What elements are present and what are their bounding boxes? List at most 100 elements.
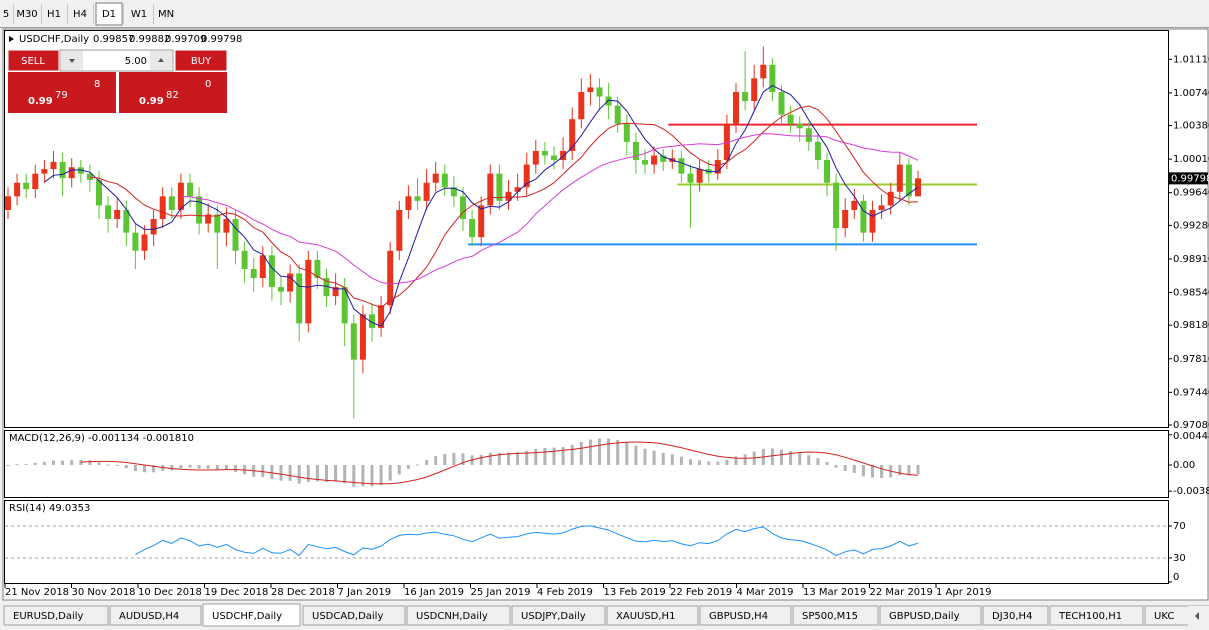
symbol-tab[interactable] — [511, 605, 606, 626]
candle-body — [760, 64, 767, 79]
timeframe-tab-label[interactable]: 5 — [3, 9, 9, 20]
date-label: 25 Jan 2019 — [471, 587, 531, 598]
symbol-tab[interactable] — [879, 605, 982, 626]
macd-bar — [452, 452, 456, 466]
candle-body — [5, 196, 11, 210]
macd-bar — [634, 445, 638, 466]
candle-body — [432, 173, 439, 183]
symbol-tab-label[interactable]: GBPUSD,Daily — [889, 611, 960, 622]
candle-body — [896, 164, 903, 192]
symbol-tab[interactable] — [302, 605, 406, 626]
buy-button-label[interactable]: BUY — [191, 56, 212, 67]
symbol-tab-label[interactable]: AUDUSD,H4 — [119, 611, 179, 622]
candle-body — [551, 155, 557, 161]
timeframe-tab[interactable] — [68, 3, 92, 25]
rsi-tick-label: 30 — [1173, 553, 1186, 564]
timeframe-tab-label[interactable]: MN — [158, 9, 174, 20]
lots-down-arrow — [69, 59, 75, 63]
macd-bar — [379, 465, 383, 486]
symbol-tab-label[interactable]: TECH100,H1 — [1058, 611, 1122, 622]
macd-bar — [370, 465, 374, 487]
timeframe-tab[interactable] — [154, 3, 178, 25]
candle-body — [569, 119, 576, 151]
symbol-tab[interactable] — [3, 605, 109, 626]
symbol-tab-label[interactable]: USDJPY,Daily — [521, 611, 586, 622]
price-box[interactable] — [119, 72, 227, 113]
lots-input[interactable] — [59, 49, 174, 72]
macd-bar — [434, 456, 438, 466]
timeframe-tab-label[interactable]: W1 — [131, 9, 147, 20]
symbol-tab-label[interactable]: USDCHF,Daily — [212, 611, 282, 622]
macd-bar — [24, 463, 28, 466]
symbol-tab[interactable] — [202, 603, 301, 627]
candle-body — [114, 209, 121, 220]
lots-value[interactable]: 5.00 — [125, 56, 147, 67]
candle-body — [232, 219, 239, 251]
sell-button-label[interactable]: SELL — [21, 56, 45, 67]
price-box[interactable] — [8, 72, 116, 113]
symbol-tab[interactable] — [606, 605, 699, 626]
macd-bar — [425, 460, 429, 466]
symbol-tab-label[interactable]: SP500,M15 — [802, 611, 858, 622]
symbol-tab[interactable] — [792, 605, 879, 626]
candle-body — [769, 64, 776, 92]
timeframe-tab[interactable] — [126, 3, 152, 25]
candle-body — [450, 187, 457, 197]
price-prefix: 0.99 — [28, 96, 53, 107]
macd-bar — [152, 465, 156, 473]
macd-bar — [352, 465, 356, 487]
symbol-tab[interactable] — [109, 605, 202, 626]
symbol-tab[interactable] — [982, 605, 1049, 626]
macd-bar — [907, 465, 911, 476]
symbol-tab[interactable] — [699, 605, 792, 626]
symbol-tab-label[interactable]: EURUSD,Daily — [13, 611, 84, 622]
macd-bar — [170, 465, 174, 471]
macd-bar — [6, 465, 10, 467]
macd-bar — [607, 438, 611, 466]
timeframe-tab-label[interactable]: M30 — [16, 9, 37, 20]
date-label: 19 Dec 2018 — [205, 587, 269, 598]
macd-bar — [206, 465, 210, 469]
candle-body — [587, 87, 594, 92]
macd-bar — [443, 453, 447, 466]
timeframe-tab[interactable] — [95, 2, 123, 26]
macd-bar — [188, 465, 192, 468]
macd-bar — [743, 454, 747, 466]
symbol-tab-label[interactable]: UKC — [1154, 611, 1174, 622]
macd-bar — [716, 461, 720, 466]
macd-bar — [179, 465, 183, 469]
timeframe-tab[interactable] — [0, 3, 12, 25]
macd-bar — [215, 465, 219, 470]
symbol-tab-label[interactable]: USDCNH,Daily — [416, 611, 488, 622]
symbol-tab-label[interactable]: DJ30,H4 — [992, 611, 1032, 622]
candle-body — [678, 158, 685, 174]
symbol-tab-label[interactable]: XAUUSD,H1 — [616, 611, 675, 622]
symbol-tab-label[interactable]: GBPUSD,H4 — [709, 611, 768, 622]
timeframe-tab[interactable] — [14, 3, 40, 25]
date-label: 22 Feb 2019 — [670, 587, 732, 598]
sell-button[interactable] — [7, 49, 60, 72]
macd-bar — [588, 439, 592, 466]
macd-signal — [80, 441, 919, 485]
timeframe-tab-label[interactable]: H1 — [47, 9, 61, 20]
buy-button[interactable] — [174, 49, 228, 72]
timeframe-tab[interactable] — [42, 3, 66, 25]
price-small: 0 — [205, 79, 211, 90]
symbol-tab[interactable] — [406, 605, 511, 626]
macd-bar — [898, 465, 902, 476]
symbol-tab[interactable] — [1049, 605, 1144, 626]
candle-body — [596, 87, 603, 97]
candle-body — [323, 278, 330, 297]
candle-body — [214, 214, 221, 233]
timeframe-tab-label[interactable]: D1 — [102, 9, 116, 20]
symbol-label: USDCHF,Daily — [19, 34, 89, 45]
macd-bar — [780, 449, 783, 466]
date-label: 13 Feb 2019 — [604, 587, 666, 598]
symbol-tab-label[interactable]: USDCAD,Daily — [312, 611, 383, 622]
candle-body — [878, 205, 885, 210]
candle-body — [860, 200, 867, 233]
macd-bar — [497, 452, 501, 466]
candle-body — [350, 323, 357, 360]
timeframe-tab-label[interactable]: H4 — [73, 9, 87, 20]
